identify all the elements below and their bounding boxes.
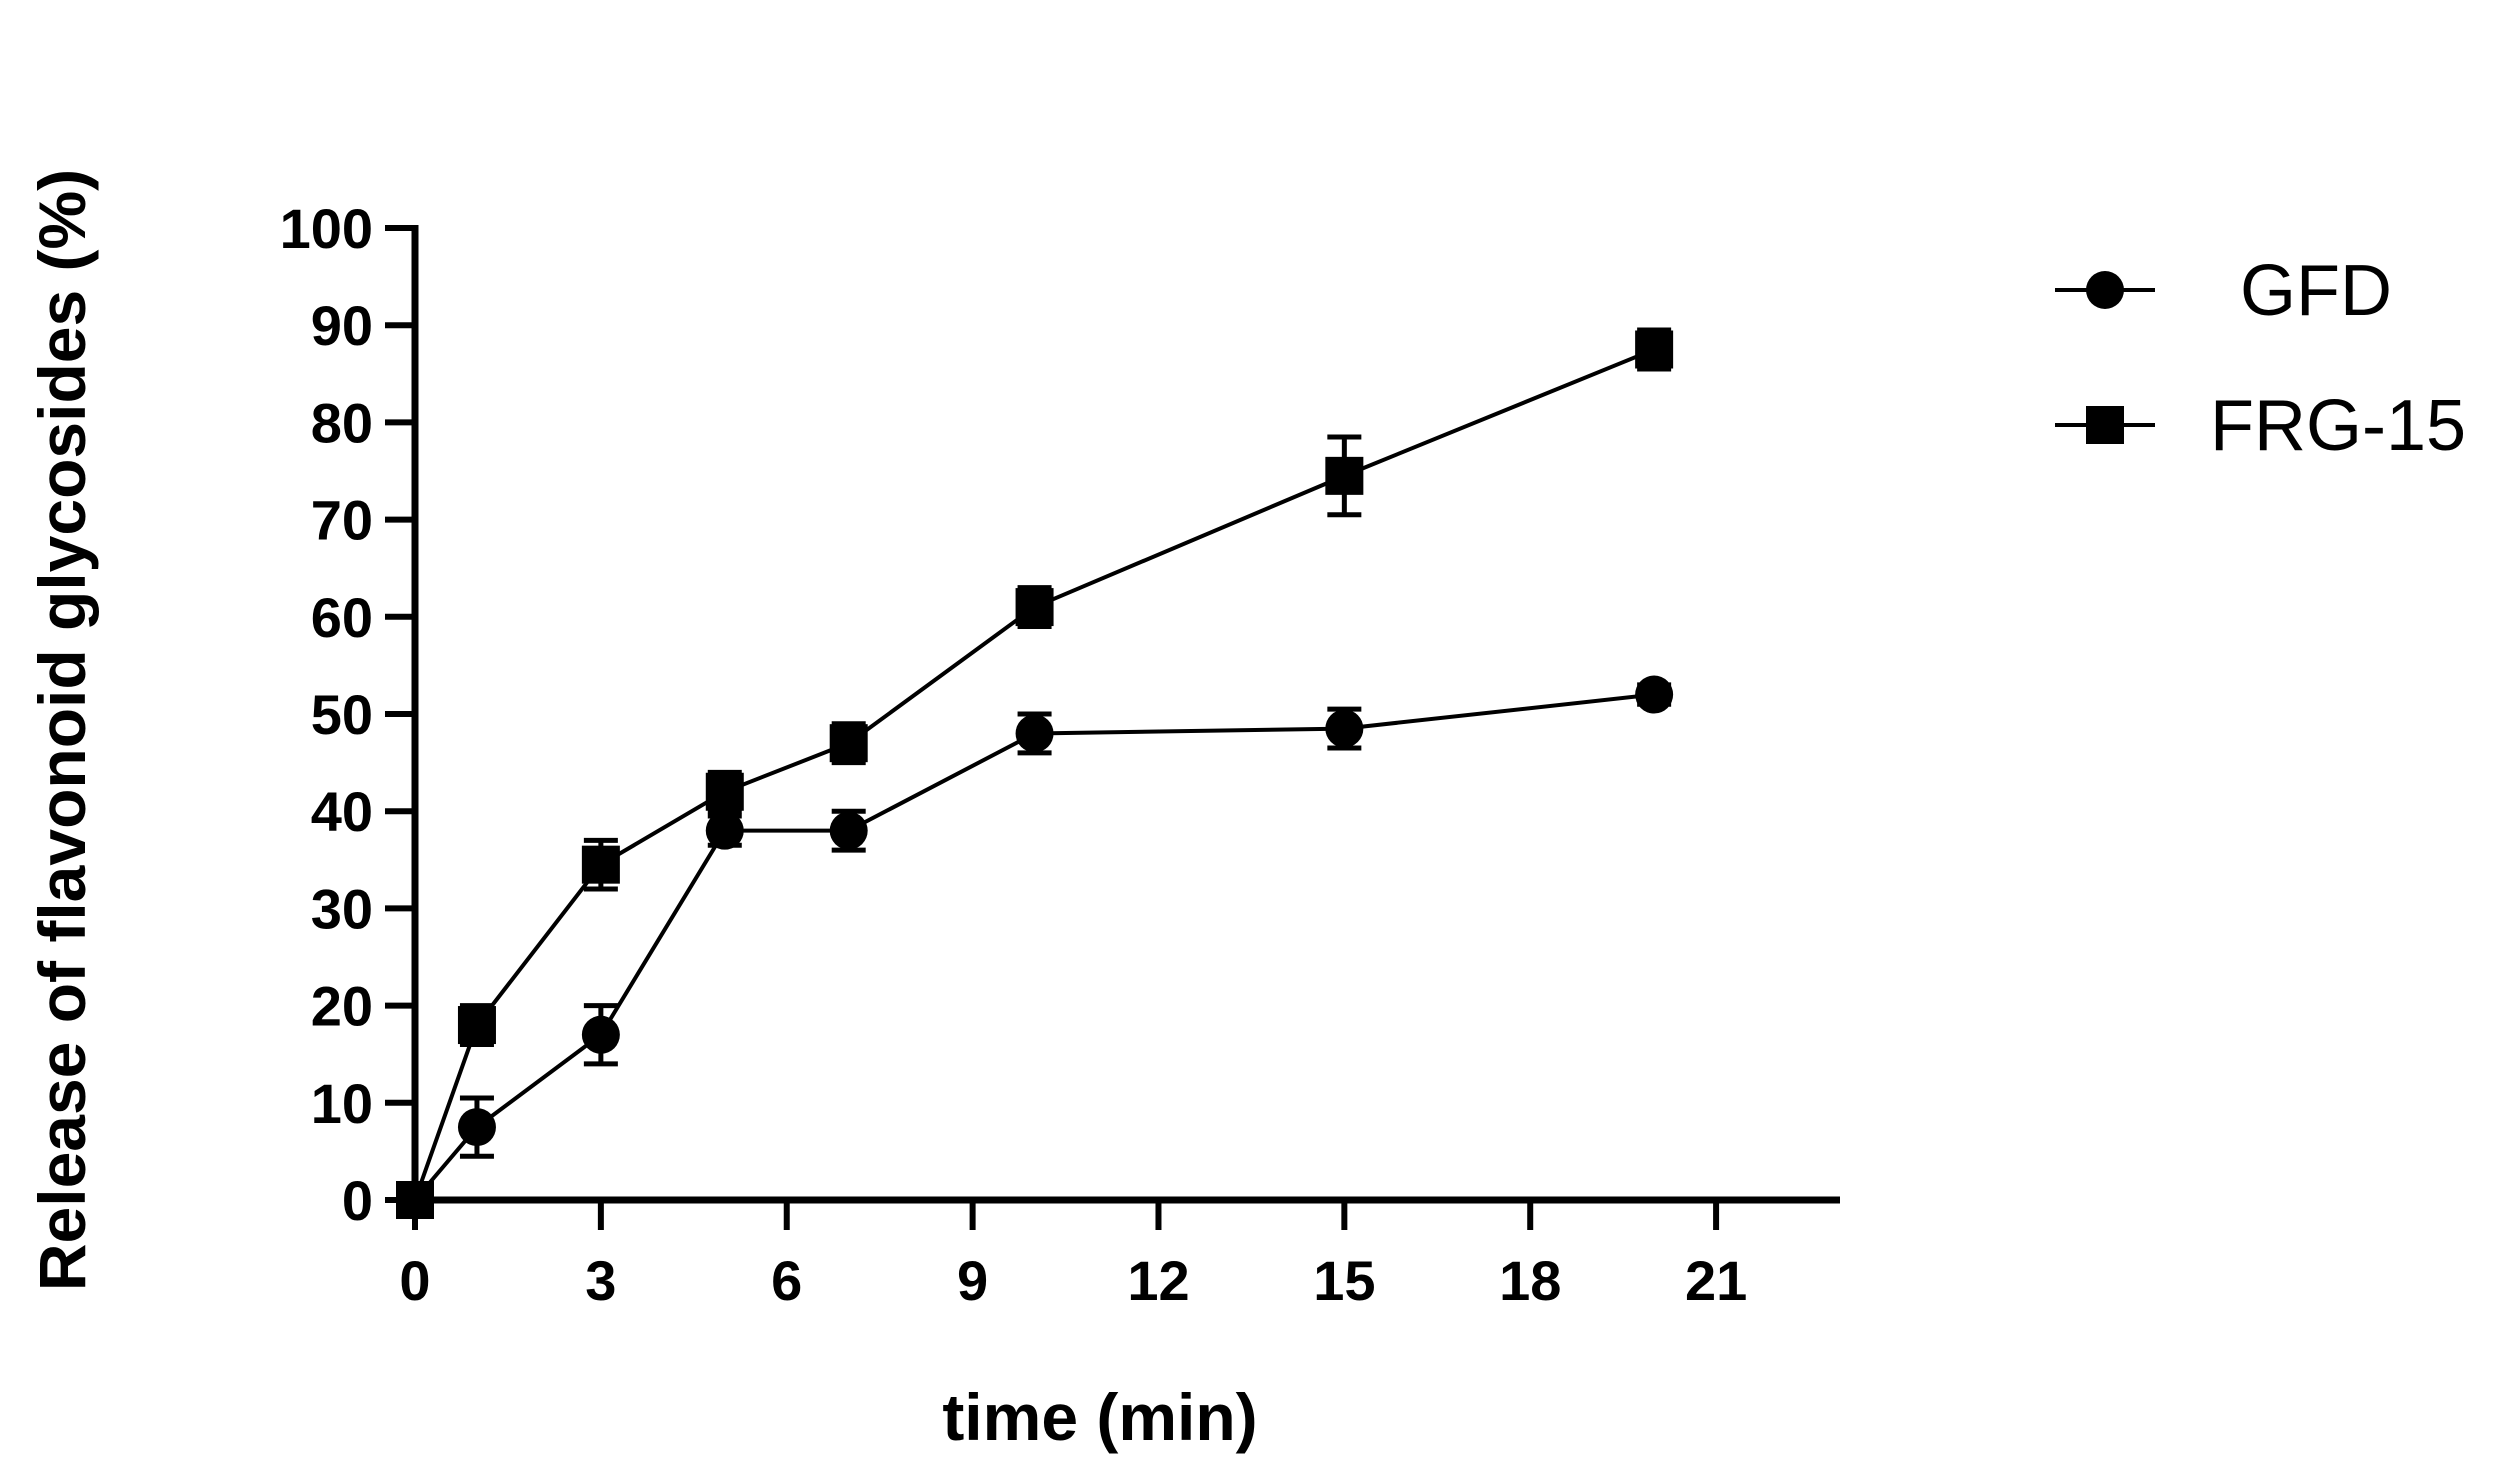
y-tick-label: 40	[311, 780, 373, 843]
series-frg-15	[396, 327, 1674, 1219]
x-tick-label: 6	[771, 1249, 802, 1312]
data-point-gfd	[1015, 714, 1054, 753]
x-tick-label: 21	[1685, 1249, 1747, 1312]
y-tick-label: 50	[311, 683, 373, 746]
y-tick-label: 60	[311, 586, 373, 649]
y-tick-label: 70	[311, 489, 373, 552]
data-point-frg-15	[1635, 330, 1674, 369]
axes: 0 10 20 30 40 50 60 70 80 90 100 0 3 6 9 12 15 18 21	[280, 197, 1840, 1312]
x-tick-label: 18	[1499, 1249, 1561, 1312]
data-point-gfd	[1635, 675, 1674, 714]
y-tick-label: 30	[311, 877, 373, 940]
data-point-frg-15	[457, 1006, 496, 1045]
y-tick-label: 90	[311, 294, 373, 357]
data-point-frg-15	[581, 845, 620, 884]
x-tick-label: 3	[585, 1249, 616, 1312]
legend-item-gfd: GFD	[2055, 251, 2392, 331]
series-line-gfd	[413, 692, 1655, 1202]
x-tick-label: 12	[1127, 1249, 1189, 1312]
data-point-gfd	[1325, 709, 1364, 748]
plot-area	[396, 327, 1674, 1219]
series-line-frg-15	[413, 347, 1655, 1201]
data-point-frg-15	[705, 772, 744, 811]
data-point-gfd	[581, 1015, 620, 1054]
legend-marker-gfd	[2086, 271, 2124, 309]
y-tick-label: 20	[311, 975, 373, 1038]
legend-marker-frg-15	[2086, 406, 2124, 444]
y-tick-label: 80	[311, 391, 373, 454]
data-point-frg-15	[1015, 588, 1054, 627]
data-point-frg-15	[829, 724, 868, 763]
data-point-gfd	[705, 811, 744, 850]
data-point-frg-15	[396, 1181, 434, 1219]
legend: GFD FRG-15	[2055, 251, 2466, 466]
data-point-frg-15	[1325, 456, 1364, 495]
y-tick-label: 100	[280, 197, 373, 260]
y-tick-label: 10	[311, 1072, 373, 1135]
y-tick-label: 0	[342, 1169, 373, 1232]
x-axis-title: time (min)	[942, 1380, 1257, 1454]
legend-label: GFD	[2240, 251, 2392, 331]
x-tick-label: 15	[1313, 1249, 1375, 1312]
y-axis-title: Release of flavonoid glycosides (%)	[25, 169, 99, 1291]
data-point-gfd	[457, 1108, 496, 1147]
x-tick-label: 9	[957, 1249, 988, 1312]
legend-label: FRG-15	[2210, 386, 2466, 466]
x-tick-label: 0	[399, 1249, 430, 1312]
data-point-gfd	[829, 811, 868, 850]
legend-item-frg-15: FRG-15	[2055, 386, 2466, 466]
series-gfd	[396, 675, 1674, 1219]
